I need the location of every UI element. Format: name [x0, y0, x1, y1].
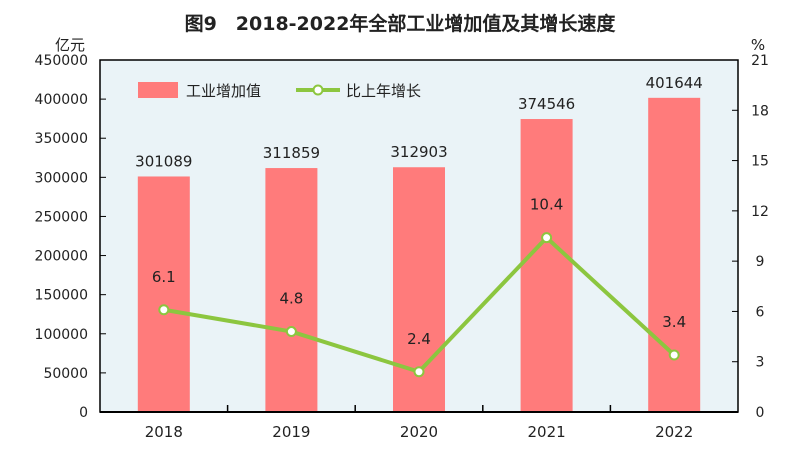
growth-point — [285, 326, 297, 338]
bar-2019 — [265, 168, 318, 412]
right-tick-label: 15 — [751, 154, 769, 170]
x-tick-label: 2020 — [400, 423, 438, 441]
right-tick-label: 6 — [756, 304, 765, 320]
x-tick-label: 2022 — [655, 423, 693, 441]
left-tick-label: 300000 — [35, 170, 88, 186]
right-tick-label: 9 — [756, 254, 765, 270]
growth-point — [158, 304, 170, 316]
right-tick-label: 3 — [756, 355, 765, 371]
growth-value-label: 6.1 — [152, 268, 176, 286]
bar-value-label: 374546 — [518, 95, 575, 113]
x-tick-label: 2019 — [272, 423, 310, 441]
bar-value-label: 312903 — [390, 143, 447, 161]
left-axis-unit: 亿元 — [55, 36, 85, 54]
legend-line-label: 比上年增长 — [346, 82, 421, 100]
left-tick-label: 100000 — [35, 327, 88, 343]
growth-point — [541, 232, 553, 244]
growth-value-label: 2.4 — [407, 330, 431, 348]
right-tick-label: 18 — [751, 103, 769, 119]
left-tick-label: 150000 — [35, 288, 88, 304]
x-tick-label: 2021 — [528, 423, 566, 441]
growth-value-label: 10.4 — [530, 196, 563, 214]
growth-point — [413, 366, 425, 378]
growth-value-label: 4.8 — [279, 290, 303, 308]
bar-value-label: 301089 — [135, 152, 192, 170]
bar-2018 — [137, 176, 190, 412]
right-axis-unit: % — [751, 36, 765, 54]
chart-title: 图9 2018-2022年全部工业增加值及其增长速度 — [185, 12, 617, 35]
growth-value-label: 3.4 — [662, 313, 686, 331]
left-tick-label: 350000 — [35, 131, 88, 147]
right-tick-label: 21 — [751, 53, 769, 69]
legend-bar-swatch — [138, 82, 178, 98]
bar-value-label: 401644 — [646, 74, 703, 92]
legend-bar-label: 工业增加值 — [186, 82, 261, 100]
left-tick-label: 200000 — [35, 249, 88, 265]
bar-2021 — [520, 119, 573, 413]
left-tick-label: 400000 — [35, 92, 88, 108]
bar-2022 — [648, 97, 701, 412]
left-tick-label: 450000 — [35, 53, 88, 69]
right-tick-label: 0 — [756, 405, 765, 421]
left-tick-label: 50000 — [43, 366, 88, 382]
bar-value-label: 311859 — [263, 144, 320, 162]
left-tick-label: 0 — [79, 405, 88, 421]
left-tick-label: 250000 — [35, 209, 88, 225]
right-tick-label: 12 — [751, 204, 769, 220]
x-tick-label: 2018 — [145, 423, 183, 441]
legend-line-marker — [312, 84, 324, 96]
growth-point — [668, 349, 680, 361]
